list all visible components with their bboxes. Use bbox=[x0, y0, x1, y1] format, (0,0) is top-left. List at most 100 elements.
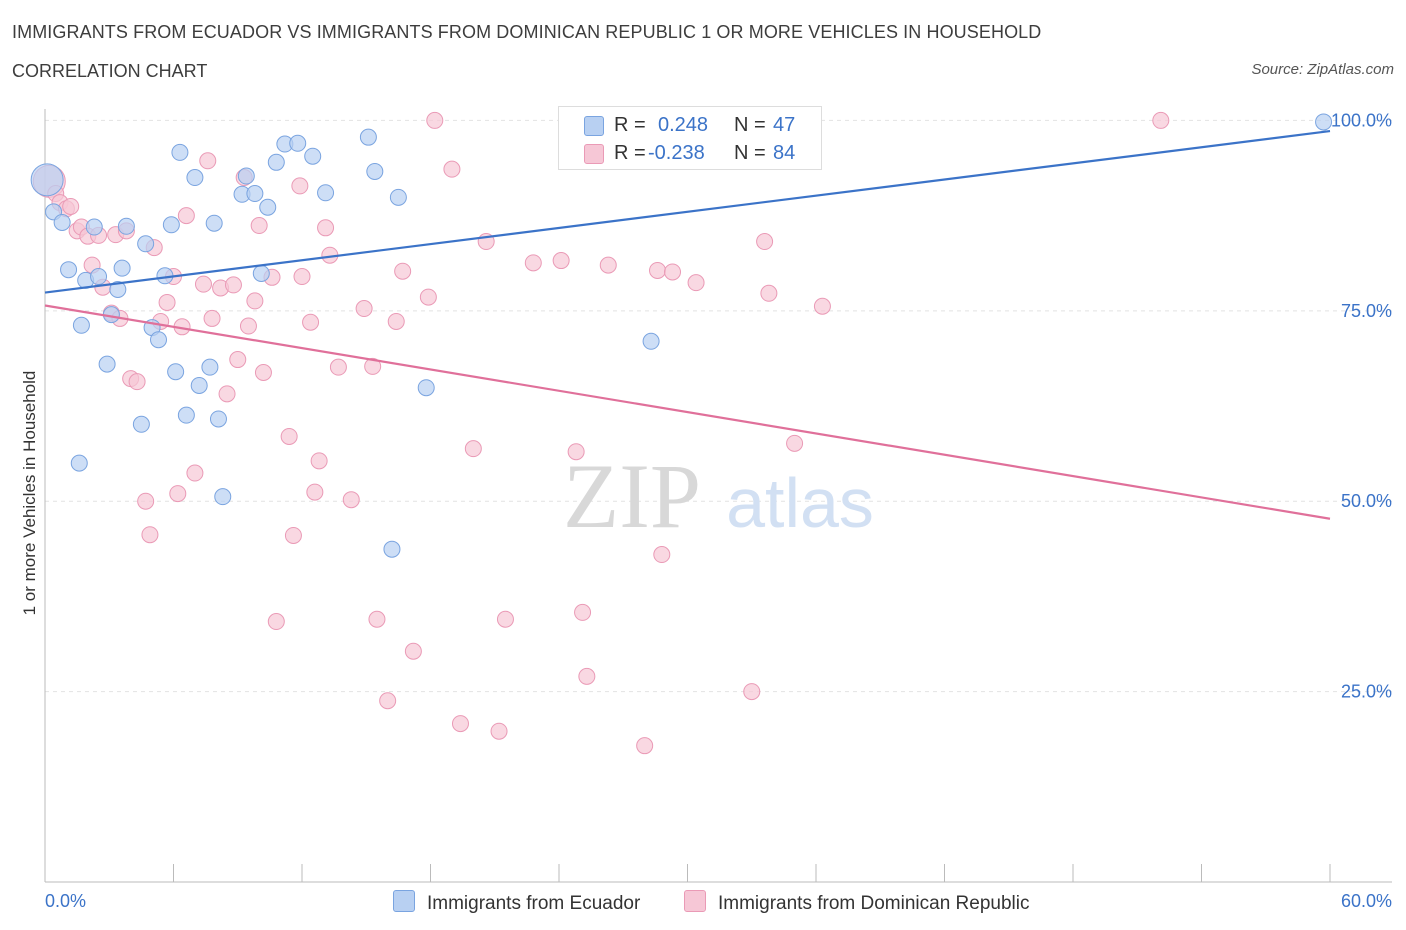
dominican-point bbox=[496, 610, 514, 628]
x-tick-label-max: 60.0% bbox=[1341, 891, 1392, 911]
dominican-point bbox=[355, 300, 373, 318]
dominican-point bbox=[310, 452, 328, 470]
n-label: N = bbox=[734, 114, 766, 136]
ecuador-point bbox=[85, 218, 103, 236]
dominican-point bbox=[387, 312, 405, 330]
dominican-point bbox=[194, 275, 212, 293]
axes bbox=[44, 109, 1392, 883]
dominican-point bbox=[649, 261, 667, 279]
ecuador-point bbox=[177, 406, 195, 424]
ecuador-point bbox=[201, 358, 219, 376]
legend-item-ecuador: Immigrants from Ecuador bbox=[393, 890, 640, 915]
dominican-point bbox=[368, 610, 386, 628]
ecuador-point bbox=[117, 217, 135, 235]
y-tick-label: 75.0% bbox=[1341, 301, 1392, 321]
dominican-point bbox=[813, 297, 831, 315]
ecuador-point bbox=[186, 169, 204, 187]
ecuador-point bbox=[53, 213, 71, 231]
dominican-point bbox=[394, 262, 412, 280]
legend-label-ecuador: Immigrants from Ecuador bbox=[427, 893, 641, 914]
dominican-point bbox=[306, 483, 324, 501]
r-label: R = bbox=[614, 142, 646, 164]
y-tick-label: 100.0% bbox=[1331, 110, 1392, 130]
ecuador-point bbox=[366, 162, 384, 180]
dominican-point bbox=[293, 268, 311, 286]
ecuador-point bbox=[267, 153, 285, 171]
r-value: -0.238 bbox=[648, 142, 705, 164]
dominican-point bbox=[567, 443, 585, 461]
dominican-point bbox=[229, 351, 247, 369]
dominican-point bbox=[786, 434, 804, 452]
ecuador-point bbox=[246, 185, 264, 203]
n-value: 84 bbox=[773, 142, 796, 164]
ecuador-point bbox=[205, 214, 223, 232]
ecuador-point bbox=[642, 332, 660, 350]
dominican-point bbox=[743, 683, 761, 701]
stats-legend: R = 0.248 N = 47 R = -0.238 N = 84 bbox=[558, 106, 822, 170]
dominican-point bbox=[404, 642, 422, 660]
chart-subtitle: CORRELATION CHART bbox=[12, 61, 208, 81]
dominican-point bbox=[250, 217, 268, 235]
stats-row-ecuador: R = 0.248 N = 47 bbox=[559, 111, 821, 139]
ecuador-point bbox=[317, 184, 335, 202]
x-tick-label-min: 0.0% bbox=[45, 891, 86, 911]
dominican-point bbox=[1152, 111, 1170, 129]
dominican-point bbox=[280, 427, 298, 445]
ecuador-point bbox=[137, 235, 155, 253]
dominican-point bbox=[302, 313, 320, 331]
ecuador-point bbox=[1315, 113, 1333, 131]
dominican-point bbox=[419, 288, 437, 306]
dominican-point bbox=[128, 373, 146, 391]
ecuador-point bbox=[383, 540, 401, 558]
tick-labels: 25.0% 50.0% 75.0% 100.0% 0.0% 60.0% bbox=[45, 110, 1392, 911]
ecuador-point bbox=[90, 268, 108, 286]
dominican-point bbox=[224, 276, 242, 294]
dominican-point bbox=[552, 252, 570, 270]
ecuador-point bbox=[109, 280, 127, 298]
dominican-point bbox=[199, 152, 217, 170]
dominican-point bbox=[218, 385, 236, 403]
dominican-point bbox=[451, 715, 469, 733]
ecuador-point bbox=[113, 259, 131, 277]
r-label: R = bbox=[614, 114, 646, 136]
dominican-point bbox=[464, 440, 482, 458]
dominican-swatch bbox=[584, 144, 604, 164]
ecuador-point bbox=[209, 410, 227, 428]
ecuador-point bbox=[190, 376, 208, 394]
watermark-atlas: atlas bbox=[726, 464, 874, 542]
dominican-point bbox=[246, 292, 264, 310]
ecuador-point bbox=[289, 134, 307, 152]
series-dominican-points bbox=[32, 111, 1170, 755]
dominican-point bbox=[291, 177, 309, 195]
dominican-point bbox=[141, 526, 159, 544]
ecuador-point bbox=[162, 216, 180, 234]
dominican-point bbox=[267, 613, 285, 631]
dominican-legend-swatch bbox=[684, 890, 706, 912]
ecuador-point bbox=[304, 147, 322, 165]
dominican-point bbox=[426, 111, 444, 129]
ecuador-point bbox=[417, 379, 435, 397]
ecuador-point bbox=[72, 316, 90, 334]
ecuador-swatch bbox=[584, 116, 604, 136]
dominican-point bbox=[760, 284, 778, 302]
ecuador-point bbox=[167, 363, 185, 381]
ecuador-point bbox=[259, 198, 277, 216]
ecuador-point bbox=[132, 415, 150, 433]
dominican-point bbox=[203, 309, 221, 327]
r-value: 0.248 bbox=[658, 114, 709, 136]
ecuador-point bbox=[237, 167, 255, 185]
trend-line bbox=[44, 304, 1331, 520]
dominican-point bbox=[137, 492, 155, 510]
y-tick-label: 50.0% bbox=[1341, 491, 1392, 511]
stats-row-dominican: R = -0.238 N = 84 bbox=[559, 139, 821, 167]
ecuador-point bbox=[359, 128, 377, 146]
legend-label-dominican: Immigrants from Dominican Republic bbox=[718, 893, 1030, 914]
ecuador-point bbox=[60, 261, 78, 279]
trend-lines bbox=[44, 129, 1331, 520]
dominican-point bbox=[62, 197, 80, 215]
dominican-point bbox=[317, 219, 335, 237]
ecuador-point bbox=[98, 355, 116, 373]
dominican-point bbox=[186, 464, 204, 482]
ecuador-point bbox=[214, 488, 232, 506]
